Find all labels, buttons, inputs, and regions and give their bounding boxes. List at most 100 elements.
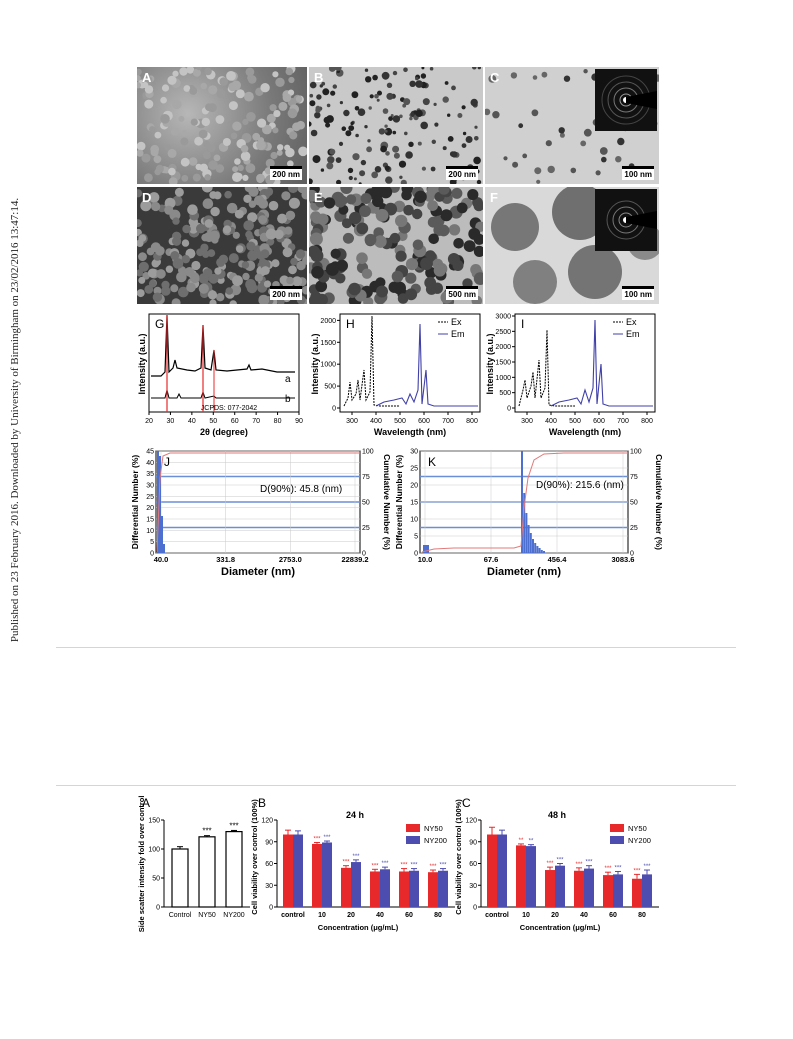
particle [171, 298, 181, 304]
particle [248, 200, 257, 208]
particle [328, 67, 336, 72]
particle [235, 89, 245, 99]
particle [447, 113, 451, 117]
particle [558, 127, 565, 134]
particle [287, 89, 295, 96]
particle [226, 202, 238, 214]
particle [204, 174, 211, 181]
particle [286, 276, 294, 285]
particle [137, 269, 144, 277]
x-tick-label: 40 [376, 912, 384, 919]
particle [364, 233, 377, 246]
particle [187, 204, 198, 215]
particle [360, 193, 372, 204]
particle [241, 261, 250, 269]
particle [256, 140, 266, 151]
particle [181, 255, 190, 264]
particle [429, 67, 434, 71]
x-tick-label: NY50 [198, 912, 216, 919]
particle [320, 168, 325, 172]
y-tick-label: 2000 [320, 318, 336, 325]
particle [341, 218, 352, 229]
particle [258, 294, 270, 304]
particle [268, 200, 279, 211]
particle [186, 282, 196, 293]
particle [168, 167, 176, 176]
y-tick-label-left: 30 [410, 449, 418, 456]
particle [243, 194, 252, 203]
particle [170, 284, 179, 293]
particle [325, 122, 331, 128]
particle [273, 110, 281, 118]
scale-bar: 200 nm [270, 166, 302, 180]
histogram-bar [525, 513, 528, 553]
significance-label: *** [342, 860, 350, 866]
particle [340, 187, 353, 194]
significance-label: *** [381, 861, 389, 867]
particle [295, 249, 306, 259]
y-tick-label-left: 25 [410, 466, 418, 473]
particle [393, 281, 406, 295]
bar [351, 862, 361, 907]
particle [412, 239, 424, 251]
xrd-curve-b [151, 389, 295, 399]
particle [348, 175, 353, 181]
particle [409, 116, 413, 121]
particle [358, 182, 362, 184]
particle [265, 228, 277, 240]
particle [240, 144, 249, 153]
x-tick-label: 300 [521, 418, 533, 425]
particle [601, 156, 607, 163]
particle [315, 105, 321, 111]
particle [288, 265, 297, 275]
particle [424, 276, 437, 289]
particle [144, 99, 154, 109]
y-tick-label-left: 40 [146, 460, 154, 467]
particle [156, 269, 166, 279]
bar [198, 836, 216, 908]
y-tick-label: 500 [499, 390, 511, 397]
particle [404, 131, 408, 136]
bar [225, 830, 243, 908]
bar [341, 867, 351, 907]
particle [409, 80, 416, 87]
particle [215, 164, 225, 173]
bar [322, 842, 332, 907]
x-tick-label: control [485, 912, 509, 919]
particle [444, 81, 449, 85]
particle [391, 270, 404, 283]
particle [213, 154, 221, 162]
cumulative-curve [156, 452, 360, 553]
particle [277, 213, 288, 224]
particle [232, 231, 240, 239]
particle [580, 140, 587, 147]
x-tick-label: 400 [370, 418, 382, 425]
particle [392, 115, 401, 123]
particle [198, 283, 209, 294]
particle [153, 286, 162, 295]
legend-swatch [610, 836, 624, 844]
particle [386, 82, 393, 88]
particle [316, 94, 322, 100]
x-tick-label: 60 [609, 912, 617, 919]
particle [202, 151, 211, 160]
particle [309, 232, 323, 246]
particle [403, 204, 414, 216]
particle [492, 111, 500, 119]
significance-label: *** [323, 835, 331, 841]
particle [246, 282, 258, 294]
particle [164, 205, 174, 215]
bar [399, 871, 409, 907]
cumulative-curve [421, 452, 628, 553]
x-tick-label: 80 [434, 912, 442, 919]
plot-frame [514, 313, 656, 413]
particle [154, 131, 162, 139]
particle [457, 113, 463, 118]
bar [283, 834, 293, 907]
histogram-bar [157, 451, 159, 553]
particle [191, 260, 201, 271]
legend-em: Em [451, 329, 465, 339]
y-tick-label-right: 0 [630, 551, 634, 558]
particle [367, 139, 371, 143]
particle [376, 98, 380, 102]
